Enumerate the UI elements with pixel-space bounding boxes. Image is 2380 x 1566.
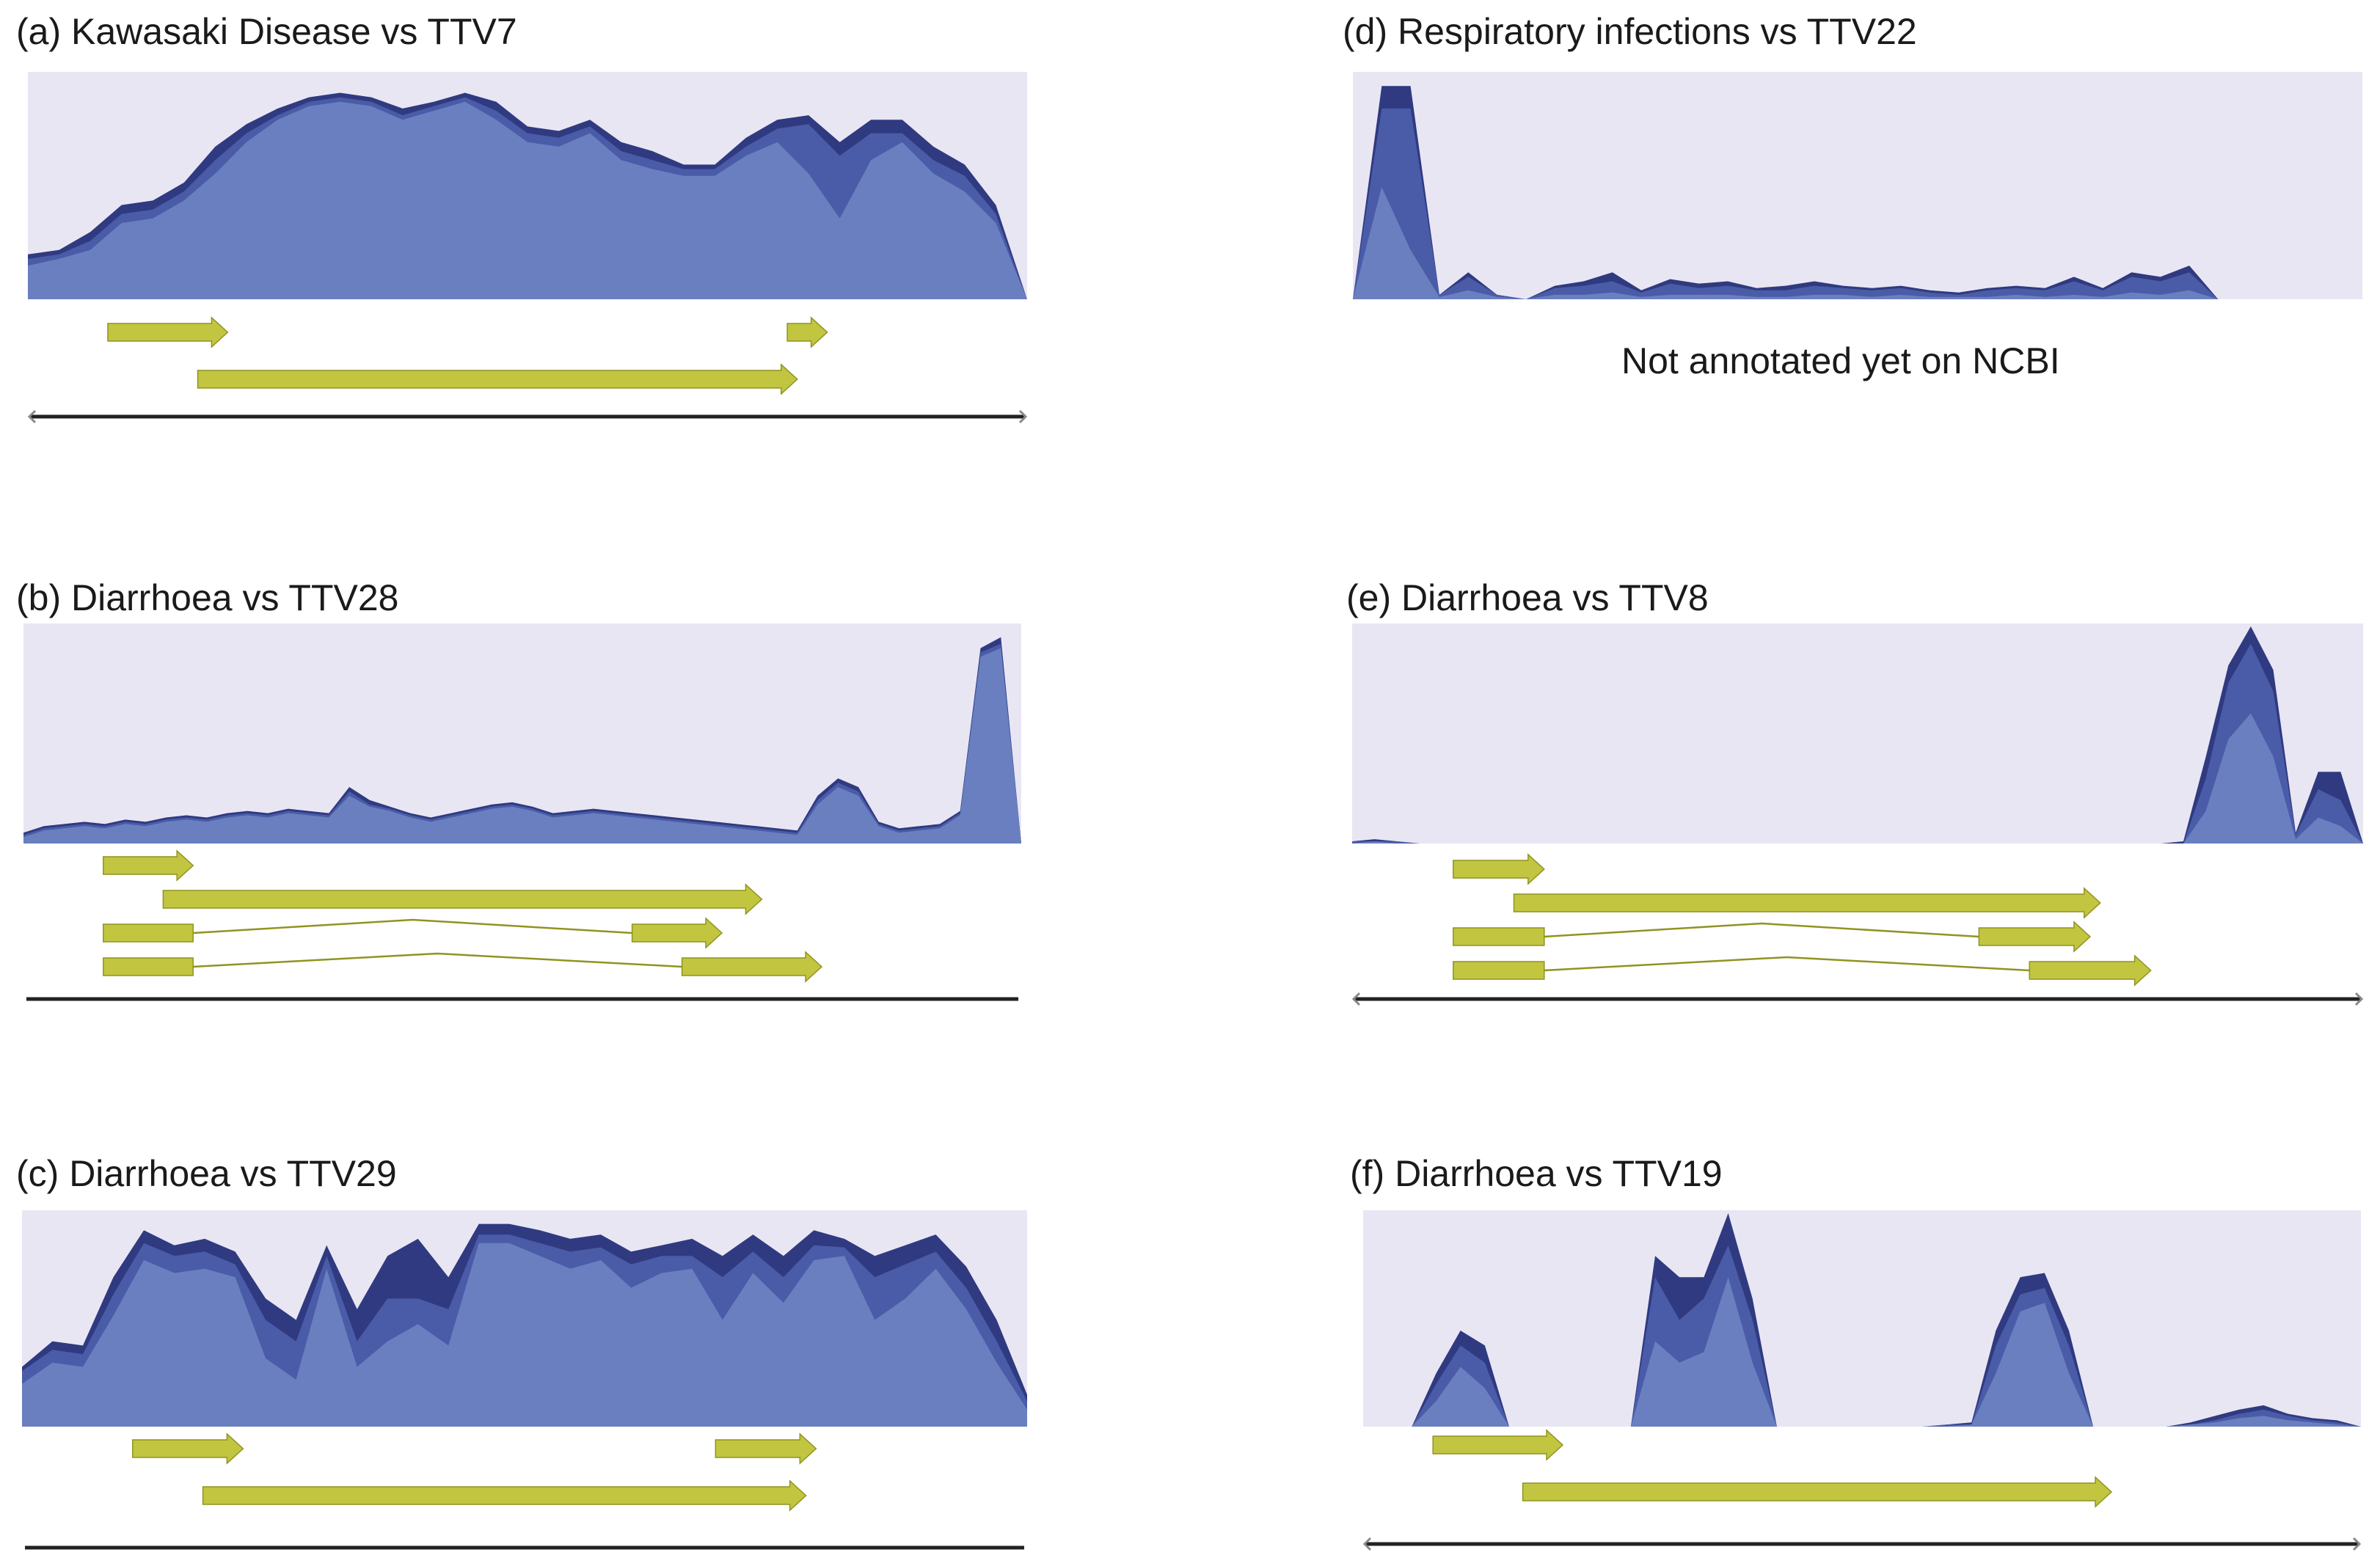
coverage-plot-e (1351, 623, 2364, 1006)
panel-title-c: (c) Diarrhoea vs TTV29 (16, 1153, 397, 1194)
genome-bracket-right (2352, 1537, 2362, 1551)
annotation-note-d: Not annotated yet on NCBI (1621, 340, 2060, 381)
orf-arrow-0 (131, 1433, 244, 1465)
exon-2-a (103, 923, 194, 943)
coverage-background (1353, 72, 2362, 299)
genome-bracket-left (1351, 992, 1361, 1006)
exon-3-a (1453, 961, 1545, 980)
genome-bracket-left (1362, 1537, 1372, 1551)
panel-title-b: (b) Diarrhoea vs TTV28 (16, 577, 399, 618)
panel-a: (a) Kawasaki Disease vs TTV7 (16, 13, 1029, 453)
genome-bracket-right (1018, 409, 1028, 424)
intron-3 (1544, 956, 2030, 972)
exon-3-a (103, 957, 194, 976)
coverage-area-layer-3 (22, 1243, 1027, 1427)
panel-e: (e) Diarrhoea vs TTV8 (1346, 579, 2366, 1020)
orf-arrow-1 (715, 1433, 817, 1465)
coverage-area-layer-3 (28, 101, 1027, 299)
exon-3-b (681, 951, 823, 983)
orf-arrow-2 (202, 1479, 807, 1512)
orf-arrow-1 (1513, 887, 2101, 919)
exon-3-b (2029, 954, 2152, 987)
genome-bracket-left (27, 409, 37, 424)
orf-arrow-2 (197, 363, 798, 395)
coverage-plot-a (27, 72, 1028, 424)
panel-title-a: (a) Kawasaki Disease vs TTV7 (16, 11, 517, 52)
coverage-area-layer-3 (1352, 713, 2363, 844)
exon-2-b (631, 917, 723, 949)
panel-f: (f) Diarrhoea vs TTV19 (1350, 1155, 2362, 1559)
intron-2 (1544, 922, 1979, 938)
orf-arrow-1 (786, 316, 828, 348)
panel-d: (d) Respiratory infections vs TTV22 Not … (1343, 13, 2362, 453)
exon-2-b (1978, 921, 2092, 953)
orf-arrow-1 (162, 883, 763, 915)
panel-title-d: (d) Respiratory infections vs TTV22 (1343, 11, 1917, 52)
panel-title-e: (e) Diarrhoea vs TTV8 (1346, 577, 1709, 618)
panel-c: (c) Diarrhoea vs TTV29 (16, 1155, 1036, 1559)
orf-arrow-0 (107, 316, 229, 348)
coverage-plot-f (1362, 1210, 2362, 1551)
orf-arrow-0 (103, 849, 194, 882)
coverage-area-layer-3 (1363, 1277, 2361, 1427)
genome-bracket-right (2354, 992, 2364, 1006)
coverage-plot-b (23, 623, 1021, 1001)
panel-title-f: (f) Diarrhoea vs TTV19 (1350, 1153, 1723, 1194)
coverage-plot-c (22, 1210, 1027, 1550)
coverage-area-layer-2 (23, 643, 1021, 844)
intron-2 (193, 918, 632, 934)
coverage-plot-d (1353, 72, 2362, 300)
coverage-background (1363, 1210, 2361, 1427)
exon-2-a (1453, 927, 1545, 946)
orf-arrow-1 (1522, 1476, 2113, 1508)
intron-3 (193, 952, 682, 968)
orf-arrow-0 (1432, 1429, 1564, 1461)
panel-b: (b) Diarrhoea vs TTV28 (16, 579, 1029, 1020)
orf-arrow-0 (1453, 853, 1545, 885)
